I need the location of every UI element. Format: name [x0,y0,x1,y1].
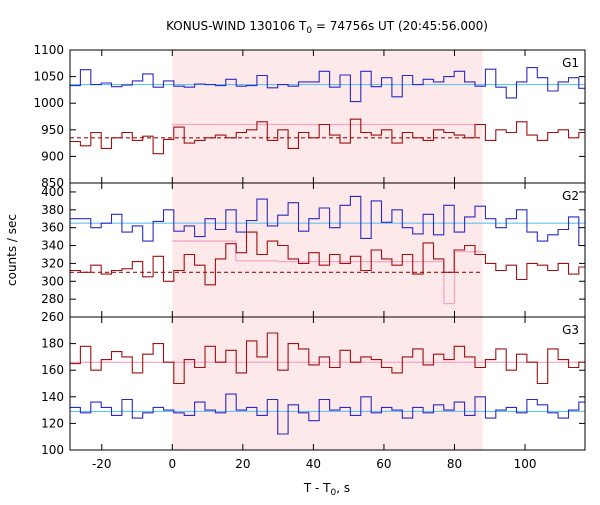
x-tick-label-40: 40 [306,457,321,471]
y-axis-title: counts / sec [5,214,19,286]
series-blue-G3 [70,393,585,435]
y-tick-label-G1-900: 900 [41,149,64,163]
x-tick-label-80: 80 [447,457,462,471]
x-tick-label-100: 100 [514,457,537,471]
y-tick-label-G3-180: 180 [41,337,64,351]
series-blue-G1 [70,67,585,103]
y-tick-label-G1-1050: 1050 [33,70,64,84]
y-tick-label-G2-320: 320 [41,256,64,270]
x-tick-label-60: 60 [376,457,391,471]
x-axis-title: T - T0, s [303,481,350,498]
x-tick-label--20: -20 [92,457,112,471]
y-tick-label-G1-850: 850 [41,176,64,190]
plot-panels: 850900950100010501100G126028030032034036… [33,43,586,471]
panel-label-G1: G1 [562,56,579,70]
y-tick-label-G3-120: 120 [41,416,64,430]
highlight-interval-G1 [172,50,483,183]
series-red-G3 [70,332,585,385]
y-tick-label-G1-1100: 1100 [33,43,64,57]
series-red-G1 [70,118,585,155]
series-red-G2 [70,231,585,286]
y-tick-label-G3-100: 100 [41,443,64,457]
y-tick-label-G2-380: 380 [41,203,64,217]
series-blue-G2 [70,195,585,247]
panel-frame-G3 [69,316,586,451]
panel-label-G2: G2 [562,189,579,203]
x-tick-label-0: 0 [168,457,176,471]
y-tick-label-G2-300: 300 [41,274,64,288]
y-tick-label-G2-280: 280 [41,292,64,306]
y-tick-label-G1-950: 950 [41,123,64,137]
panel-label-G3: G3 [562,323,579,337]
x-tick-label-20: 20 [235,457,250,471]
y-tick-label-G2-400: 400 [41,185,64,199]
chart-title: KONUS-WIND 130106 T0 = 74756s UT (20:45:… [166,19,488,36]
y-tick-label-G3-140: 140 [41,390,64,404]
y-tick-label-G1-1000: 1000 [33,96,64,110]
highlight-interval-G3 [172,317,483,450]
y-tick-label-G3-160: 160 [41,363,64,377]
y-tick-label-G2-340: 340 [41,239,64,253]
y-tick-label-G2-360: 360 [41,221,64,235]
highlight-interval-G2 [172,183,483,317]
y-tick-label-G2-260: 260 [41,310,64,324]
